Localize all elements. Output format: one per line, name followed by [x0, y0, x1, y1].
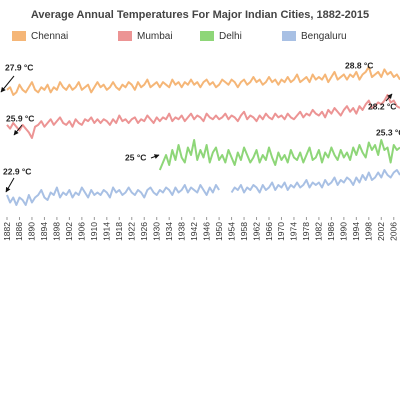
- series-line: [158, 139, 400, 171]
- x-tick-label: 1918: [114, 222, 124, 241]
- x-tick-label: 1894: [39, 222, 49, 241]
- legend-swatch: [12, 31, 26, 41]
- legend-swatch: [200, 31, 214, 41]
- annotation-arrow: [385, 93, 393, 102]
- x-tick-label: 1898: [52, 222, 62, 241]
- legend-swatch: [118, 31, 132, 41]
- x-tick-label: 1966: [264, 222, 274, 241]
- legend-label: Bengaluru: [301, 31, 347, 42]
- x-tick-label: 1990: [339, 222, 349, 241]
- x-tick-label: 1882: [2, 222, 12, 241]
- legend: Chennai Mumbai Delhi Bengaluru: [12, 31, 347, 42]
- legend-label: Delhi: [219, 31, 242, 42]
- series-line: [6, 93, 400, 139]
- x-tick-label: 1890: [27, 222, 37, 241]
- annotation: 28.2 °C: [368, 101, 396, 111]
- plot-area: [6, 65, 400, 206]
- x-tick-label: 1982: [314, 222, 324, 241]
- x-tick-label: 1950: [214, 222, 224, 241]
- x-tick-label: 1902: [64, 222, 74, 241]
- series-line: [6, 169, 400, 206]
- series-line: [6, 65, 400, 96]
- annotation: 25.9 °C: [6, 113, 34, 123]
- x-tick-label: 1998: [364, 222, 374, 241]
- x-tick-label: 1922: [127, 222, 137, 241]
- x-tick-label: 1886: [14, 222, 24, 241]
- x-tick-label: 2002: [376, 222, 386, 241]
- x-tick-label: 1946: [201, 222, 211, 241]
- x-tick-label: 1978: [301, 222, 311, 241]
- x-tick-label: 1994: [351, 222, 361, 241]
- x-axis: 1882 1886 1890 1894 1898 1902 1906 1910 1914 1918…: [2, 217, 399, 241]
- annotation-arrow: [150, 154, 160, 159]
- x-tick-label: 2006: [389, 222, 399, 241]
- annotation: 27.9 °C: [5, 62, 33, 72]
- x-tick-label: 1938: [176, 222, 186, 241]
- chart-title: Average Annual Temperatures For Major In…: [31, 9, 369, 21]
- x-tick-label: 1942: [189, 222, 199, 241]
- x-tick-label: 1906: [77, 222, 87, 241]
- legend-label: Mumbai: [137, 31, 173, 42]
- annotation-arrow: [0, 75, 15, 93]
- x-tick-label: 1926: [139, 222, 149, 241]
- annotations: 27.9 °C 25.9 °C 22.9 °C 25 °C 28.8 °C 28.2 °C…: [0, 60, 400, 193]
- x-tick-label: 1962: [251, 222, 261, 241]
- annotation: 25 °C: [125, 152, 146, 162]
- x-tick-label: 1930: [151, 222, 161, 241]
- x-tick-label: 1934: [164, 222, 174, 241]
- x-tick-label: 1914: [102, 222, 112, 241]
- annotation: 25.3 °C: [376, 127, 400, 137]
- annotation: 28.8 °C: [345, 60, 373, 70]
- legend-label: Chennai: [31, 31, 68, 42]
- annotation-arrow: [13, 124, 23, 136]
- x-tick-label: 1974: [289, 222, 299, 241]
- x-tick-label: 1910: [89, 222, 99, 241]
- legend-swatch: [282, 31, 296, 41]
- x-tick-label: 1958: [239, 222, 249, 241]
- annotation-arrow: [5, 177, 15, 193]
- x-tick-label: 1954: [226, 222, 236, 241]
- annotation: 22.9 °C: [3, 166, 31, 176]
- x-tick-label: 1986: [326, 222, 336, 241]
- x-tick-label: 1970: [276, 222, 286, 241]
